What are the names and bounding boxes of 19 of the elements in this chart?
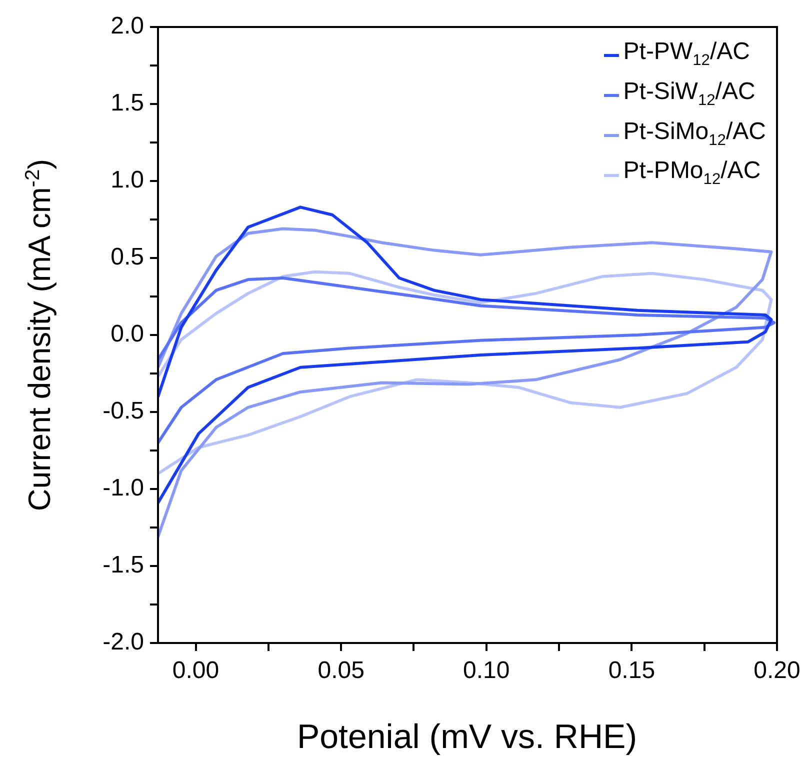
y-tick-label: 2.0 — [110, 12, 144, 40]
x-tick-label: 0.00 — [172, 657, 220, 684]
y-tick-label: -2.0 — [102, 628, 144, 656]
x-tick-label: 0.10 — [463, 657, 510, 684]
y-tick-label: 0.0 — [110, 320, 144, 348]
y-tick-label: -1.5 — [102, 552, 144, 579]
y-tick-label: 1.5 — [110, 90, 144, 117]
y-tick-label: -0.5 — [102, 398, 144, 425]
x-tick-label: 0.20 — [754, 657, 800, 684]
x-tick-label: 0.15 — [608, 657, 656, 684]
legend-label: Pt-PW$_{12}$/AC — [623, 37, 750, 71]
x-tick-label: 0.05 — [318, 657, 364, 684]
legend-label: Pt-PMo$_{12}$/AC — [623, 156, 761, 190]
y-tick-label: 0.5 — [110, 244, 144, 271]
x-axis-title: Potenial (mV vs. RHE) — [296, 718, 638, 757]
y-tick-label: 1.0 — [110, 166, 144, 194]
legend-label: Pt-SiW$_{12}$/AC — [623, 76, 756, 111]
legend-label: Pt-SiMo$_{12}$/AC — [623, 116, 766, 150]
y-tick-label: -1.0 — [102, 474, 144, 502]
